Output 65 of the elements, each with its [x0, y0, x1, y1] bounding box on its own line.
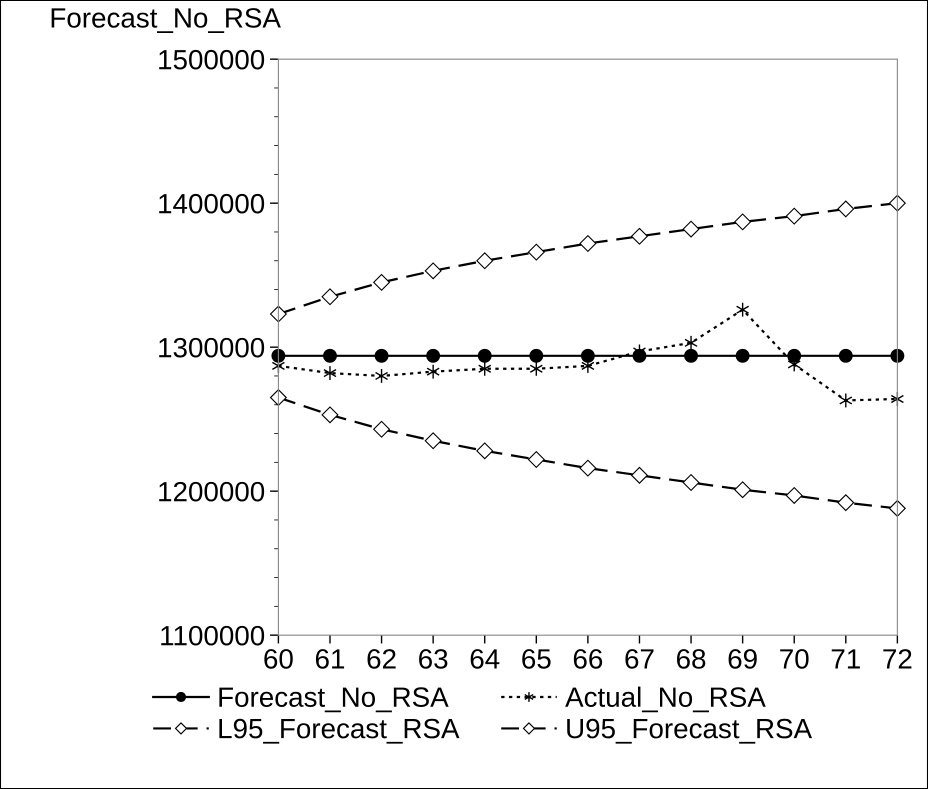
x-tick-label: 72 [883, 649, 912, 668]
point [374, 348, 389, 363]
point [839, 392, 853, 408]
point [890, 348, 904, 363]
point [424, 432, 442, 450]
x-tick-label: 63 [419, 649, 448, 669]
point [580, 348, 595, 363]
point [579, 235, 596, 252]
point [734, 213, 752, 230]
point [528, 244, 545, 261]
x-tick-label: 65 [522, 649, 551, 669]
point [424, 262, 442, 280]
point [270, 306, 287, 322]
x-tick-label: 61 [316, 649, 344, 669]
point [426, 348, 440, 363]
point [631, 466, 648, 484]
point [528, 451, 545, 468]
x-tick-label: 67 [625, 649, 654, 669]
point [270, 389, 287, 406]
legend-label: U95_Forecast_RSA [567, 718, 812, 744]
x-tick-label: 70 [780, 649, 809, 669]
point [786, 487, 803, 504]
point [374, 368, 388, 384]
point [476, 442, 494, 460]
legend-label: L95_Forecast_RSA [219, 718, 460, 744]
point [529, 348, 544, 363]
point [478, 361, 492, 376]
x-tick-label: 71 [832, 649, 860, 668]
point [530, 361, 544, 376]
x-tick-label: 64 [470, 649, 500, 669]
point [736, 348, 750, 363]
point [631, 228, 648, 245]
y-tick-label: 1200000 [159, 482, 264, 502]
point [476, 252, 494, 270]
legend-label: Forecast_No_RSA [219, 687, 449, 712]
point [682, 474, 700, 491]
point [579, 460, 596, 477]
point [682, 220, 700, 238]
point [322, 288, 338, 306]
x-tick-label: 66 [574, 649, 602, 669]
point [271, 348, 286, 363]
point [684, 348, 698, 363]
legend-label: Actual_No_RSA [565, 686, 766, 712]
y-tick-label: 1500000 [159, 50, 264, 70]
point [323, 348, 337, 363]
point [736, 302, 750, 318]
y-tick-label: 1400000 [159, 194, 264, 214]
point [837, 494, 854, 512]
y-axis-title: Forecast_No_RSA [52, 8, 281, 34]
point [478, 348, 492, 363]
x-tick-label: 60 [264, 649, 293, 669]
x-tick-label: 69 [728, 649, 757, 669]
x-tick-label: 62 [368, 649, 396, 669]
point [373, 420, 390, 438]
point [734, 481, 752, 498]
y-tick-label: 1300000 [159, 338, 264, 358]
point [373, 274, 390, 291]
point [322, 406, 338, 424]
point [787, 348, 802, 363]
x-tick-label: 68 [677, 649, 706, 669]
point [838, 348, 853, 363]
point [837, 200, 854, 218]
y-tick-label: 1100000 [161, 626, 264, 646]
point [426, 364, 440, 380]
point [786, 208, 803, 225]
